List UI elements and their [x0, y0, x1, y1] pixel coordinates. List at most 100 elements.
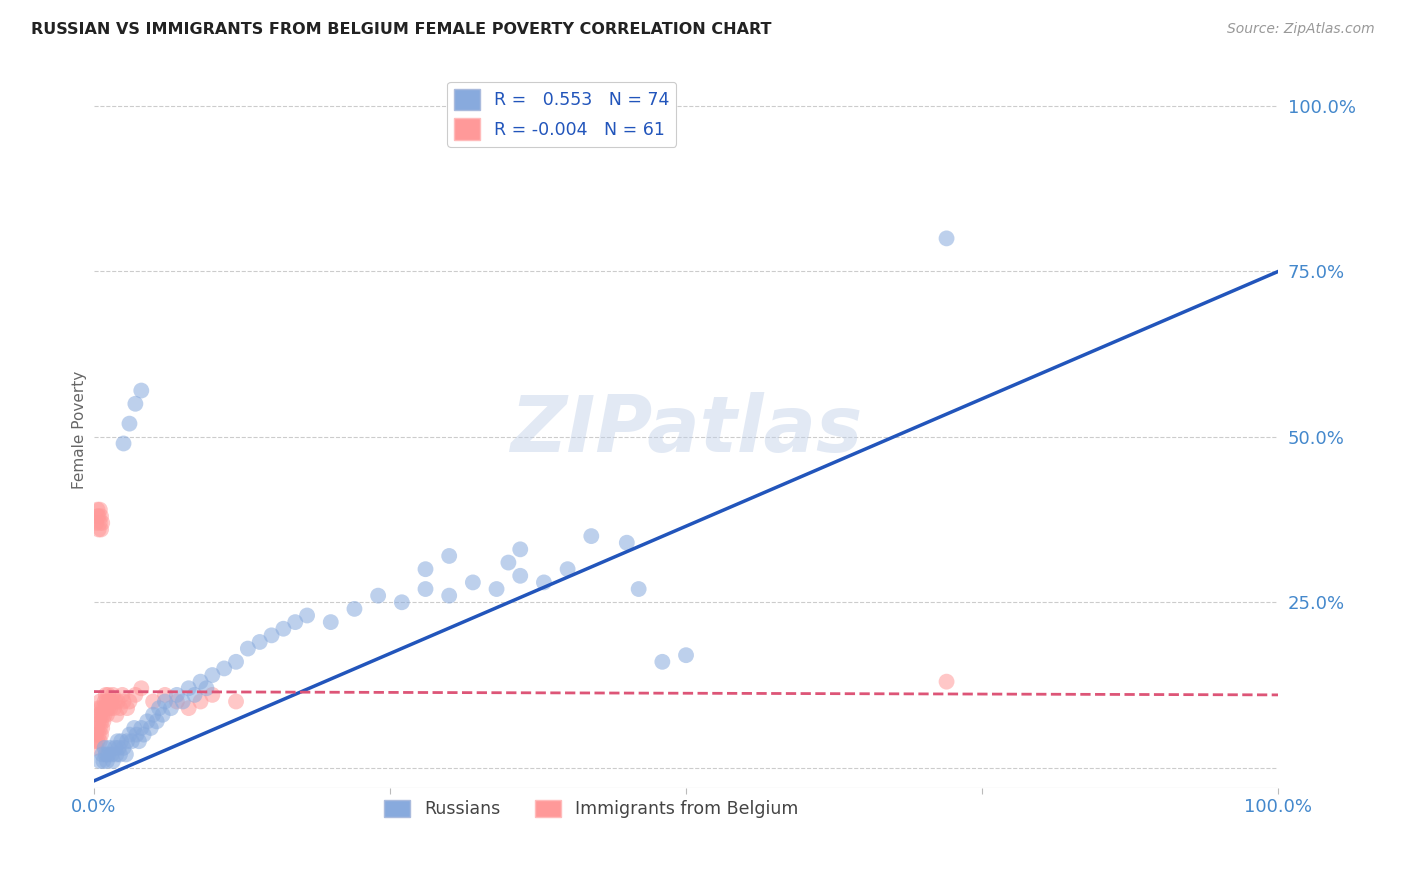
- Point: [129, 384, 152, 398]
- Point: [91, 721, 114, 735]
- Point: [84, 740, 107, 755]
- Point: [100, 694, 122, 708]
- Point: [94, 701, 117, 715]
- Point: [284, 615, 307, 629]
- Point: [84, 516, 107, 530]
- Point: [118, 417, 141, 431]
- Point: [273, 622, 295, 636]
- Point: [148, 701, 170, 715]
- Point: [124, 688, 146, 702]
- Point: [124, 397, 146, 411]
- Point: [132, 728, 155, 742]
- Point: [319, 615, 342, 629]
- Point: [129, 681, 152, 696]
- Point: [107, 694, 129, 708]
- Point: [142, 694, 165, 708]
- Point: [87, 714, 110, 729]
- Point: [581, 529, 603, 543]
- Point: [935, 231, 957, 245]
- Point: [91, 516, 114, 530]
- Point: [367, 589, 389, 603]
- Point: [121, 734, 143, 748]
- Point: [415, 562, 437, 576]
- Point: [115, 734, 138, 748]
- Point: [84, 728, 107, 742]
- Point: [177, 701, 200, 715]
- Point: [533, 575, 555, 590]
- Point: [86, 502, 108, 516]
- Point: [136, 714, 159, 729]
- Point: [201, 688, 224, 702]
- Point: [96, 707, 118, 722]
- Point: [122, 721, 145, 735]
- Point: [94, 688, 117, 702]
- Point: [87, 728, 110, 742]
- Point: [112, 694, 135, 708]
- Point: [461, 575, 484, 590]
- Point: [90, 701, 112, 715]
- Point: [183, 688, 205, 702]
- Text: RUSSIAN VS IMMIGRANTS FROM BELGIUM FEMALE POVERTY CORRELATION CHART: RUSSIAN VS IMMIGRANTS FROM BELGIUM FEMAL…: [31, 22, 772, 37]
- Point: [90, 728, 112, 742]
- Point: [295, 608, 318, 623]
- Point: [107, 734, 129, 748]
- Point: [118, 728, 141, 742]
- Point: [98, 740, 121, 755]
- Point: [93, 694, 115, 708]
- Point: [557, 562, 579, 576]
- Point: [91, 707, 114, 722]
- Point: [172, 694, 194, 708]
- Point: [98, 694, 121, 708]
- Point: [100, 701, 122, 715]
- Point: [87, 701, 110, 715]
- Point: [343, 602, 366, 616]
- Point: [105, 707, 128, 722]
- Point: [93, 707, 115, 722]
- Point: [260, 628, 283, 642]
- Point: [651, 655, 673, 669]
- Point: [97, 701, 120, 715]
- Point: [509, 569, 531, 583]
- Text: ZIPatlas: ZIPatlas: [510, 392, 862, 468]
- Legend: Russians, Immigrants from Belgium: Russians, Immigrants from Belgium: [377, 793, 806, 825]
- Point: [112, 436, 135, 450]
- Point: [89, 721, 111, 735]
- Point: [115, 701, 138, 715]
- Point: [110, 734, 132, 748]
- Point: [93, 740, 115, 755]
- Point: [153, 694, 176, 708]
- Text: Source: ZipAtlas.com: Source: ZipAtlas.com: [1227, 22, 1375, 37]
- Point: [177, 681, 200, 696]
- Point: [249, 635, 271, 649]
- Point: [90, 509, 112, 524]
- Point: [87, 523, 110, 537]
- Point: [437, 589, 460, 603]
- Point: [509, 542, 531, 557]
- Point: [139, 721, 162, 735]
- Point: [415, 582, 437, 596]
- Point: [485, 582, 508, 596]
- Point: [190, 674, 212, 689]
- Point: [190, 694, 212, 708]
- Point: [166, 688, 188, 702]
- Point: [104, 694, 127, 708]
- Point: [129, 721, 152, 735]
- Point: [391, 595, 413, 609]
- Point: [96, 754, 118, 768]
- Point: [86, 734, 108, 748]
- Point: [153, 688, 176, 702]
- Point: [498, 556, 520, 570]
- Point: [103, 701, 125, 715]
- Point: [935, 674, 957, 689]
- Point: [100, 747, 122, 762]
- Point: [616, 535, 638, 549]
- Point: [201, 668, 224, 682]
- Point: [236, 641, 259, 656]
- Point: [212, 661, 235, 675]
- Point: [104, 740, 127, 755]
- Point: [142, 707, 165, 722]
- Point: [115, 747, 138, 762]
- Point: [89, 734, 111, 748]
- Point: [89, 754, 111, 768]
- Point: [93, 754, 115, 768]
